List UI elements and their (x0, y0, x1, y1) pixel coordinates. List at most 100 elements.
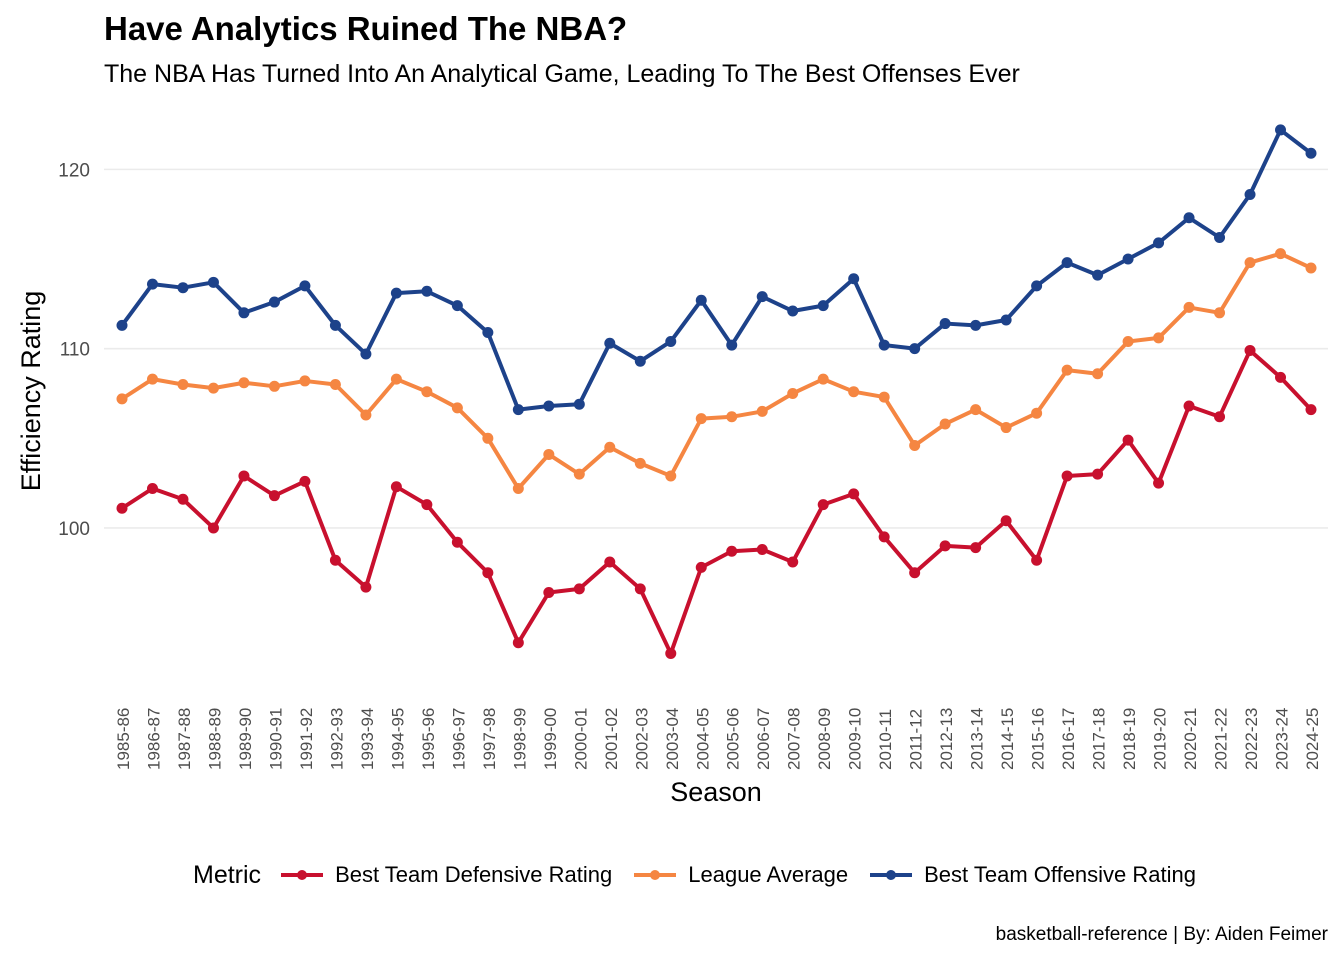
data-point-league-average (1183, 301, 1195, 313)
legend-dot-offensive (886, 870, 897, 880)
y-tick-label: 110 (60, 340, 90, 361)
data-point-league-average (146, 373, 158, 385)
data-point-league-average (848, 386, 860, 398)
data-point-best-team-offensive-rating (1275, 124, 1287, 136)
data-point-best-team-defensive-rating (512, 637, 524, 649)
x-tick-label: 2015-16 (1029, 708, 1048, 770)
data-point-league-average (1214, 307, 1226, 319)
x-tick-label: 2018-19 (1120, 708, 1139, 770)
data-point-best-team-offensive-rating (1122, 253, 1134, 265)
legend-dot-league-average (650, 870, 661, 880)
data-point-best-team-defensive-rating (421, 499, 433, 511)
data-point-league-average (878, 391, 890, 403)
data-point-best-team-offensive-rating (329, 319, 341, 331)
x-tick-label: 2014-15 (998, 708, 1017, 770)
y-tick-label: 100 (58, 519, 90, 540)
data-point-best-team-offensive-rating (1092, 269, 1104, 281)
x-tick-label: 1990-91 (266, 708, 285, 770)
data-point-best-team-defensive-rating (1244, 344, 1256, 356)
data-point-best-team-defensive-rating (1092, 468, 1104, 480)
data-point-best-team-offensive-rating (848, 273, 860, 285)
data-point-best-team-offensive-rating (939, 318, 951, 330)
x-tick-label: 2017-18 (1090, 708, 1109, 770)
data-point-best-team-defensive-rating (268, 490, 280, 502)
legend: Metric Best Team Defensive Rating League… (193, 858, 1218, 892)
data-point-league-average (665, 470, 677, 482)
x-tick-label: 2002-03 (632, 708, 651, 770)
data-point-league-average (512, 483, 524, 494)
chart-subtitle: The NBA Has Turned Into An Analytical Ga… (104, 60, 1020, 88)
x-tick-label: 2001-02 (602, 708, 621, 770)
data-point-best-team-defensive-rating (390, 481, 402, 493)
data-point-best-team-offensive-rating (634, 355, 646, 367)
data-point-league-average (543, 448, 555, 460)
data-point-best-team-defensive-rating (543, 586, 555, 598)
x-tick-label: 2010-11 (876, 709, 895, 770)
data-point-best-team-offensive-rating (390, 287, 402, 299)
data-point-best-team-defensive-rating (299, 475, 311, 487)
data-point-best-team-defensive-rating (1214, 411, 1226, 423)
x-tick-label: 1997-98 (480, 708, 499, 770)
data-point-best-team-defensive-rating (939, 540, 951, 552)
x-tick-label: 2008-09 (815, 708, 834, 770)
data-point-league-average (1153, 332, 1165, 344)
legend-item-defensive: Best Team Defensive Rating (281, 862, 612, 888)
series-line-best-team-defensive-rating (120, 348, 1313, 656)
x-tick-label: 1991-92 (297, 708, 316, 770)
data-point-league-average (909, 439, 921, 451)
x-tick-label: 2004-05 (693, 708, 712, 770)
y-tick-label: 120 (58, 160, 90, 181)
data-point-best-team-offensive-rating (268, 296, 280, 308)
y-axis-title: Efficiency Rating (16, 291, 46, 492)
data-point-best-team-offensive-rating (543, 400, 555, 412)
data-point-best-team-offensive-rating (1214, 232, 1226, 243)
data-point-best-team-defensive-rating (207, 522, 219, 534)
data-point-league-average (238, 377, 250, 389)
data-point-best-team-defensive-rating (848, 488, 860, 500)
data-point-league-average (787, 387, 799, 399)
x-tick-label: 2022-23 (1242, 708, 1261, 770)
data-point-league-average (116, 393, 128, 405)
data-point-league-average (421, 386, 433, 398)
data-point-best-team-defensive-rating (360, 581, 372, 593)
x-tick-label: 1989-90 (236, 708, 255, 770)
data-point-best-team-offensive-rating (1031, 280, 1043, 292)
data-point-best-team-defensive-rating (177, 493, 189, 505)
data-point-best-team-offensive-rating (1153, 237, 1165, 249)
legend-key-league-average (634, 865, 677, 885)
data-point-best-team-offensive-rating (665, 335, 677, 347)
data-point-league-average (573, 468, 585, 480)
x-tick-label: 2024-25 (1303, 708, 1322, 770)
data-point-best-team-defensive-rating (482, 567, 494, 579)
x-tick-label: 1985-86 (114, 708, 133, 770)
x-tick-label: 2020-21 (1181, 708, 1200, 770)
x-tick-label: 2013-14 (968, 708, 987, 770)
data-point-league-average (817, 373, 829, 385)
y-axis-ticks: 100 110 120 (58, 160, 90, 540)
x-tick-label: 1999-00 (541, 708, 560, 770)
data-point-best-team-defensive-rating (451, 536, 463, 548)
data-point-best-team-offensive-rating (909, 343, 921, 355)
series-line-best-team-offensive-rating (120, 127, 1313, 412)
data-point-league-average (177, 379, 189, 391)
data-point-league-average (1305, 262, 1317, 274)
data-point-league-average (634, 457, 646, 469)
data-point-league-average (390, 373, 402, 385)
x-tick-label: 1987-88 (175, 708, 194, 770)
x-tick-label: 2003-04 (663, 708, 682, 770)
x-tick-label: 2009-10 (846, 708, 865, 770)
legend-key-defensive (281, 865, 324, 885)
x-tick-label: 2021-22 (1212, 708, 1231, 770)
data-point-best-team-defensive-rating (726, 545, 738, 557)
data-point-best-team-offensive-rating (238, 307, 250, 319)
x-tick-label: 1986-87 (144, 708, 163, 770)
data-point-best-team-offensive-rating (360, 348, 372, 360)
data-point-league-average (1244, 257, 1256, 269)
chart-caption: basketball-reference | By: Aiden Feimer (995, 924, 1328, 945)
data-point-best-team-defensive-rating (573, 583, 585, 595)
data-point-league-average (726, 411, 738, 423)
x-tick-label: 1995-96 (419, 708, 438, 770)
gridlines (104, 168, 1328, 529)
x-tick-label: 1988-89 (205, 708, 224, 770)
